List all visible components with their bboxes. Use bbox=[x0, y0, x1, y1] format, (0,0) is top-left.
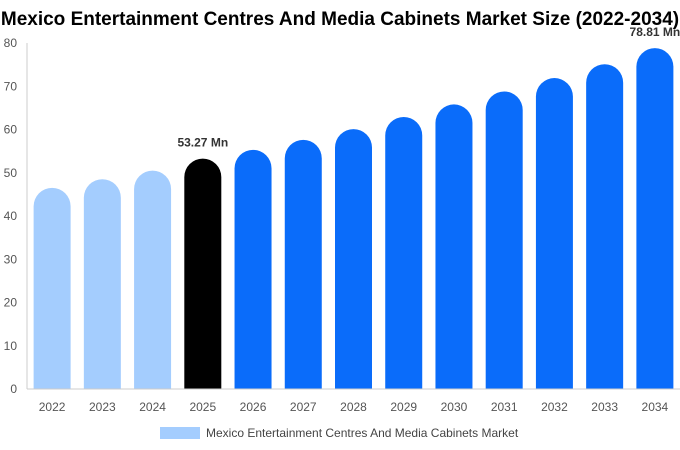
bar-2032 bbox=[535, 78, 573, 389]
bar-2025 bbox=[184, 158, 222, 389]
data-label-2025: 53.27 Mn bbox=[177, 136, 228, 150]
bar-2034 bbox=[636, 48, 674, 389]
x-tick-label: 2034 bbox=[642, 400, 669, 414]
y-tick-label: 30 bbox=[4, 252, 18, 266]
bar-2026 bbox=[234, 149, 272, 389]
x-tick-label: 2028 bbox=[340, 400, 367, 414]
bar-2022 bbox=[33, 187, 71, 389]
x-tick-label: 2022 bbox=[39, 400, 66, 414]
y-tick-label: 40 bbox=[4, 209, 18, 223]
bars bbox=[33, 48, 674, 389]
bar-2028 bbox=[335, 129, 372, 389]
x-tick-label: 2023 bbox=[89, 400, 116, 414]
chart-title: Mexico Entertainment Centres And Media C… bbox=[0, 9, 680, 30]
y-tick-label: 10 bbox=[4, 339, 18, 353]
bar-2033 bbox=[586, 64, 624, 389]
x-axis: 2022 2023 2024 2025 2026 2027 2028 2029 2030 2031… bbox=[27, 388, 680, 414]
bar-2023 bbox=[83, 179, 121, 389]
bar-2030 bbox=[435, 104, 473, 389]
legend: Mexico Entertainment Centres And Media C… bbox=[160, 426, 518, 440]
x-tick-label: 2033 bbox=[591, 400, 618, 414]
x-tick-label: 2031 bbox=[491, 400, 518, 414]
bar-2024 bbox=[134, 170, 172, 389]
legend-label: Mexico Entertainment Centres And Media C… bbox=[206, 426, 519, 440]
y-tick-label: 70 bbox=[4, 79, 18, 93]
y-axis: 0 10 20 30 40 50 60 70 80 bbox=[4, 36, 28, 396]
y-tick-label: 20 bbox=[4, 296, 18, 310]
legend-swatch bbox=[160, 427, 200, 439]
x-tick-label: 2025 bbox=[189, 400, 216, 414]
y-tick-label: 60 bbox=[4, 123, 18, 137]
x-tick-label: 2024 bbox=[139, 400, 166, 414]
x-tick-label: 2029 bbox=[390, 400, 417, 414]
bar-2027 bbox=[284, 139, 322, 389]
x-tick-label: 2026 bbox=[240, 400, 267, 414]
x-tick-label: 2032 bbox=[541, 400, 568, 414]
y-tick-label: 80 bbox=[4, 36, 18, 50]
x-tick-label: 2030 bbox=[441, 400, 468, 414]
y-tick-label: 0 bbox=[10, 382, 17, 396]
data-labels: 53.27 Mn 78.81 Mn bbox=[177, 25, 680, 149]
x-tick-label: 2027 bbox=[290, 400, 317, 414]
bar-2031 bbox=[485, 91, 523, 389]
bar-2029 bbox=[385, 116, 423, 389]
y-tick-label: 50 bbox=[4, 166, 18, 180]
data-label-2034: 78.81 Mn bbox=[630, 25, 680, 39]
